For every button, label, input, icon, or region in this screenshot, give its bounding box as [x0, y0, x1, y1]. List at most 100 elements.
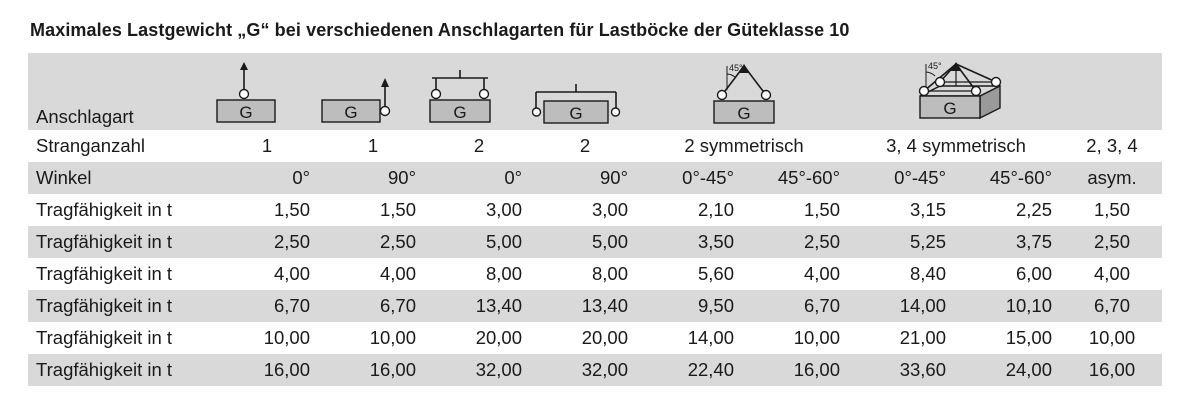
capacity-cell: 1,50	[214, 194, 320, 226]
attachment-type-label: Anschlagart	[36, 106, 134, 127]
capacity-cell: 16,00	[1062, 354, 1162, 386]
capacity-cell: 16,00	[214, 354, 320, 386]
angle-label: 45°	[928, 61, 942, 71]
capacity-cell: 24,00	[956, 354, 1062, 386]
capacity-cell: 9,50	[638, 290, 744, 322]
row-label: Tragfähigkeit in t	[28, 322, 214, 354]
capacity-cell: 20,00	[532, 322, 638, 354]
capacity-cell: 3,00	[532, 194, 638, 226]
angle-cell: 90°	[532, 162, 638, 194]
table-row: Tragfähigkeit in t 10,00 10,00 20,00 20,…	[28, 322, 1162, 354]
capacity-cell: 3,15	[850, 194, 956, 226]
row-label: Tragfähigkeit in t	[28, 354, 214, 386]
load-letter: G	[943, 99, 956, 118]
capacity-cell: 5,60	[638, 258, 744, 290]
angle-row: Winkel 0° 90° 0° 90° 0°-45° 45°-60° 0°-4…	[28, 162, 1162, 194]
capacity-cell: 6,70	[1062, 290, 1162, 322]
table-row: Tragfähigkeit in t 2,50 2,50 5,00 5,00 3…	[28, 226, 1162, 258]
capacity-cell: 10,00	[214, 322, 320, 354]
capacity-cell: 20,00	[426, 322, 532, 354]
capacity-cell: 4,00	[1062, 258, 1162, 290]
attachment-type-row: Anschlagart G G	[28, 53, 1162, 130]
capacity-cell: 32,00	[532, 354, 638, 386]
capacity-cell: 10,00	[744, 322, 850, 354]
capacity-cell: 8,40	[850, 258, 956, 290]
strand-count-cell: 2	[532, 130, 638, 162]
capacity-cell: 10,00	[320, 322, 426, 354]
row-label: Tragfähigkeit in t	[28, 258, 214, 290]
angle-cell: 0°	[426, 162, 532, 194]
row-label: Tragfähigkeit in t	[28, 290, 214, 322]
load-letter: G	[737, 104, 750, 123]
table-title: Maximales Lastgewicht „G“ bei verschiede…	[30, 20, 850, 40]
capacity-cell: 33,60	[850, 354, 956, 386]
capacity-cell: 2,50	[744, 226, 850, 258]
capacity-cell: 8,00	[532, 258, 638, 290]
load-letter: G	[453, 103, 466, 122]
capacity-cell: 16,00	[320, 354, 426, 386]
asym-icon-empty-cell	[1062, 53, 1162, 130]
table-row: Tragfähigkeit in t 4,00 4,00 8,00 8,00 5…	[28, 258, 1162, 290]
angle-cell: asym.	[1062, 162, 1162, 194]
two-leg-side-spreader-icon: G	[532, 53, 638, 130]
row-label: Tragfähigkeit in t	[28, 194, 214, 226]
two-leg-top-spreader-icon: G	[426, 53, 532, 130]
capacity-cell: 5,00	[532, 226, 638, 258]
load-letter: G	[569, 104, 582, 123]
capacity-cell: 6,70	[744, 290, 850, 322]
capacity-cell: 3,50	[638, 226, 744, 258]
angle-label-cell: Winkel	[28, 162, 214, 194]
capacity-cell: 3,00	[426, 194, 532, 226]
capacity-cell: 5,25	[850, 226, 956, 258]
attachment-type-label-cell: Anschlagart	[28, 53, 214, 130]
angle-cell: 90°	[320, 162, 426, 194]
capacity-cell: 10,00	[1062, 322, 1162, 354]
capacity-cell: 4,00	[744, 258, 850, 290]
load-letter: G	[239, 103, 252, 122]
capacity-cell: 2,10	[638, 194, 744, 226]
angle-cell: 0°	[214, 162, 320, 194]
capacity-cell: 4,00	[320, 258, 426, 290]
capacity-cell: 14,00	[850, 290, 956, 322]
angle-cell: 45°-60°	[744, 162, 850, 194]
multi-leg-3d-icon: G 45°	[850, 53, 1062, 130]
angle-cell: 45°-60°	[956, 162, 1062, 194]
angle-cell: 0°-45°	[638, 162, 744, 194]
load-capacity-table: Anschlagart G G	[28, 53, 1162, 386]
capacity-cell: 21,00	[850, 322, 956, 354]
capacity-cell: 4,00	[214, 258, 320, 290]
single-vertical-side-icon: G	[320, 53, 426, 130]
row-label: Tragfähigkeit in t	[28, 226, 214, 258]
capacity-cell: 10,10	[956, 290, 1062, 322]
strand-count-label: Stranganzahl	[28, 130, 214, 162]
strand-count-row: Stranganzahl 1 1 2 2 2 symmetrisch 3, 4 …	[28, 130, 1162, 162]
capacity-cell: 22,40	[638, 354, 744, 386]
capacity-cell: 13,40	[426, 290, 532, 322]
load-letter: G	[344, 103, 357, 122]
capacity-cell: 2,25	[956, 194, 1062, 226]
single-vertical-top-icon: G	[214, 53, 320, 130]
table-row: Tragfähigkeit in t 16,00 16,00 32,00 32,…	[28, 354, 1162, 386]
capacity-cell: 1,50	[1062, 194, 1162, 226]
capacity-cell: 2,50	[214, 226, 320, 258]
angle-cell: 0°-45°	[850, 162, 956, 194]
strand-count-cell: 2 symmetrisch	[638, 130, 850, 162]
strand-count-cell: 1	[214, 130, 320, 162]
capacity-cell: 6,70	[214, 290, 320, 322]
strand-count-cell: 2, 3, 4	[1062, 130, 1162, 162]
capacity-cell: 6,70	[320, 290, 426, 322]
strand-count-cell: 1	[320, 130, 426, 162]
capacity-cell: 2,50	[320, 226, 426, 258]
capacity-cell: 14,00	[638, 322, 744, 354]
capacity-cell: 5,00	[426, 226, 532, 258]
capacity-cell: 1,50	[320, 194, 426, 226]
capacity-cell: 8,00	[426, 258, 532, 290]
angle-label: 45°	[729, 63, 743, 73]
table-row: Tragfähigkeit in t 6,70 6,70 13,40 13,40…	[28, 290, 1162, 322]
capacity-cell: 2,50	[1062, 226, 1162, 258]
two-leg-symmetric-icon: 45° G	[638, 53, 850, 130]
capacity-cell: 6,00	[956, 258, 1062, 290]
capacity-cell: 1,50	[744, 194, 850, 226]
capacity-cell: 3,75	[956, 226, 1062, 258]
table-row: Tragfähigkeit in t 1,50 1,50 3,00 3,00 2…	[28, 194, 1162, 226]
